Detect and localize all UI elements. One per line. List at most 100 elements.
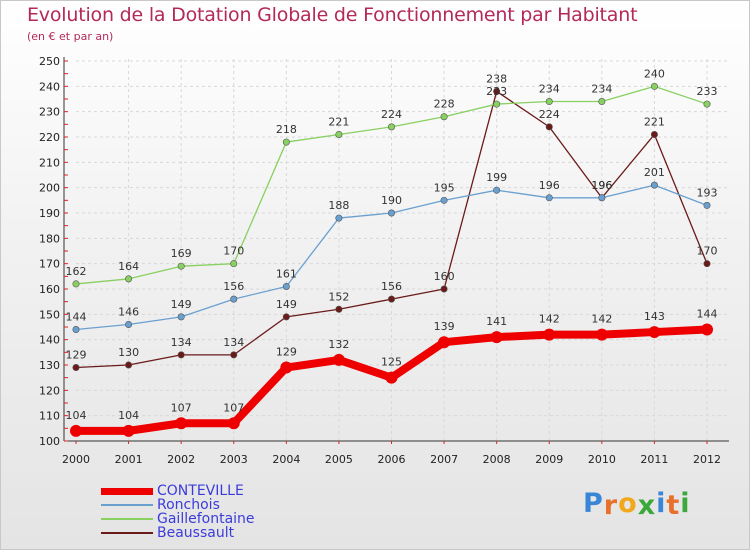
- y-tick-label: 120: [39, 384, 60, 397]
- data-label: 144: [66, 311, 87, 324]
- data-point: [595, 328, 608, 341]
- data-point: [387, 295, 395, 303]
- data-point: [227, 417, 240, 430]
- y-tick-label: 180: [39, 232, 60, 245]
- y-tick-label: 220: [39, 131, 60, 144]
- legend-item: CONTEVILLE: [101, 484, 255, 498]
- legend-swatch: [101, 487, 153, 495]
- data-label: 144: [697, 308, 718, 321]
- data-point: [125, 320, 133, 328]
- data-label: 161: [276, 267, 297, 280]
- brand-letter: o: [618, 488, 638, 519]
- data-label: 170: [223, 245, 244, 258]
- data-point: [70, 424, 82, 437]
- data-point: [545, 194, 553, 202]
- data-label: 238: [486, 72, 507, 85]
- data-point: [177, 351, 185, 359]
- y-tick-label: 210: [39, 156, 60, 169]
- data-point: [335, 130, 343, 138]
- data-point: [335, 214, 343, 222]
- data-label: 169: [171, 247, 192, 260]
- data-label: 129: [276, 346, 297, 359]
- data-label: 170: [697, 245, 718, 258]
- data-label: 234: [591, 83, 612, 96]
- chart-title: Evolution de la Dotation Globale de Fonc…: [27, 4, 638, 26]
- data-point: [650, 181, 658, 189]
- data-label: 107: [171, 401, 192, 414]
- data-point: [177, 262, 185, 270]
- legend: CONTEVILLE Ronchois Gaillefontaine Beaussau…: [101, 484, 255, 540]
- data-label: 143: [644, 310, 665, 323]
- y-tick-label: 140: [39, 334, 60, 347]
- data-point: [648, 326, 661, 339]
- data-point: [282, 313, 290, 321]
- data-label: 228: [434, 98, 455, 111]
- data-label: 218: [276, 123, 297, 136]
- data-point: [490, 331, 503, 344]
- data-point: [230, 260, 238, 268]
- data-label: 139: [434, 320, 455, 333]
- data-point: [122, 424, 135, 437]
- data-label: 104: [66, 409, 87, 422]
- x-tick-label: 2006: [378, 453, 406, 466]
- series-ronchois: 144 146 149 156 161 188 190 195 199 196 196 201 193: [66, 166, 718, 334]
- data-label: 142: [591, 313, 612, 326]
- data-label: 156: [223, 280, 244, 293]
- legend-item: Beaussault: [101, 526, 255, 540]
- data-label: 240: [644, 67, 665, 80]
- x-tick-label: 2008: [483, 453, 511, 466]
- data-point: [175, 417, 188, 430]
- data-label: 130: [118, 346, 139, 359]
- data-label: 142: [539, 313, 560, 326]
- data-label: 149: [171, 298, 192, 311]
- legend-label: Gaillefontaine: [157, 511, 255, 527]
- data-point: [387, 209, 395, 217]
- data-label: 134: [223, 336, 244, 349]
- legend-swatch: [101, 518, 153, 520]
- data-point: [440, 196, 448, 204]
- data-point: [385, 371, 398, 384]
- y-tick-label: 250: [39, 55, 60, 68]
- data-label: 141: [486, 315, 507, 328]
- data-point: [230, 351, 238, 359]
- brand-letter: t: [666, 490, 681, 521]
- data-point: [703, 100, 711, 108]
- legend-label: Beaussault: [157, 525, 235, 541]
- data-point: [438, 336, 451, 349]
- series-gaillefontaine: 162 164 169 170 218 221 224 228 233 234 234 240 233: [66, 67, 718, 288]
- x-tick-label: 2000: [62, 453, 90, 466]
- y-tick-label: 240: [39, 80, 60, 93]
- data-label: 196: [591, 179, 612, 192]
- data-point: [543, 328, 556, 341]
- data-label: 104: [118, 409, 139, 422]
- legend-swatch: [101, 504, 153, 506]
- data-label: 164: [118, 260, 139, 273]
- data-point: [493, 186, 501, 194]
- data-label: 188: [328, 199, 349, 212]
- data-label: 107: [223, 401, 244, 414]
- legend-label: CONTEVILLE: [157, 483, 244, 499]
- brand-logo: Proxiti: [583, 488, 691, 521]
- data-label: 149: [276, 298, 297, 311]
- data-point: [440, 285, 448, 293]
- x-tick-label: 2009: [535, 453, 563, 466]
- brand-letter: x: [637, 490, 657, 521]
- data-label: 152: [328, 290, 349, 303]
- data-point: [335, 305, 343, 313]
- data-point: [703, 201, 711, 209]
- data-point: [650, 82, 658, 90]
- legend-label: Ronchois: [157, 497, 220, 513]
- data-label: 190: [381, 194, 402, 207]
- data-label: 224: [381, 108, 402, 121]
- data-point: [598, 98, 606, 106]
- y-tick-label: 230: [39, 106, 60, 119]
- data-label: 233: [697, 85, 718, 98]
- x-tick-label: 2004: [272, 453, 300, 466]
- x-tick-label: 2002: [167, 453, 195, 466]
- x-tick-label: 2007: [430, 453, 458, 466]
- legend-item: Gaillefontaine: [101, 512, 255, 526]
- y-tick-label: 150: [39, 308, 60, 321]
- data-point: [280, 361, 293, 374]
- data-label: 193: [697, 186, 718, 199]
